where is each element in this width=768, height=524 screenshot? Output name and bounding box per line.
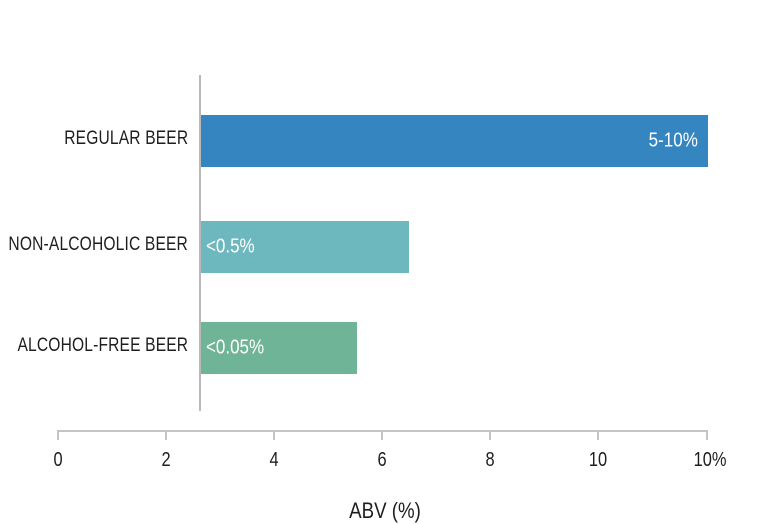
category-axis-line xyxy=(199,75,201,411)
x-tick xyxy=(706,430,708,440)
x-tick-label: 0 xyxy=(53,449,63,471)
x-tick xyxy=(57,430,59,440)
category-label-alcohol-free-beer: ALCOHOL-FREE BEER xyxy=(17,335,188,356)
bar-value-label: <0.05% xyxy=(206,336,265,359)
bar-non-alcoholic-beer[interactable]: <0.5% xyxy=(201,221,409,273)
bar-regular-beer[interactable]: 5-10% xyxy=(201,115,708,167)
x-axis-title: ABV (%) xyxy=(349,498,421,523)
abv-bar-chart: REGULAR BEER NON-ALCOHOLIC BEER ALCOHOL-… xyxy=(8,75,727,523)
x-tick-label: 8 xyxy=(485,449,495,471)
x-tick-label: 10 xyxy=(588,449,608,471)
x-tick-label: 6 xyxy=(377,449,387,471)
x-tick xyxy=(273,430,275,440)
x-tick xyxy=(489,430,491,440)
bar-value-label: 5-10% xyxy=(648,129,698,152)
x-tick-label: 10% xyxy=(693,449,727,471)
bar-value-label: <0.5% xyxy=(206,235,255,258)
x-tick xyxy=(597,430,599,440)
x-axis-line xyxy=(58,430,708,432)
bar-alcohol-free-beer[interactable]: <0.05% xyxy=(201,322,357,374)
x-tick-label: 4 xyxy=(269,449,279,471)
category-label-regular-beer: REGULAR BEER xyxy=(63,128,188,149)
x-tick xyxy=(381,430,383,440)
x-tick-label: 2 xyxy=(161,449,171,471)
x-tick xyxy=(165,430,167,440)
category-label-non-alcoholic-beer: NON-ALCOHOLIC BEER xyxy=(8,234,188,255)
